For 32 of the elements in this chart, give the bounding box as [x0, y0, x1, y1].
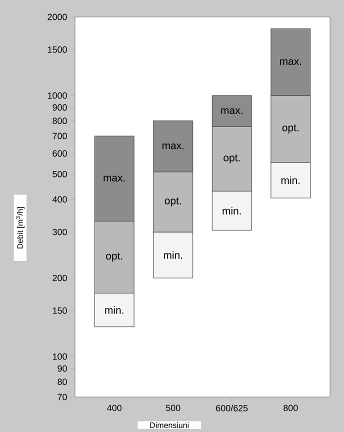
y-tick-label: 800	[52, 118, 67, 124]
text: opt.	[282, 124, 298, 134]
x-tick-label: 500	[166, 404, 180, 412]
y-tick-label: 100	[52, 353, 67, 360]
text: max.	[280, 59, 302, 65]
series-label: min.	[105, 306, 124, 314]
text: opt.	[164, 198, 181, 206]
text: min.	[222, 206, 241, 214]
y-tick-label: 700	[52, 132, 67, 140]
y-tick-label: 500	[52, 170, 67, 178]
y-tick-label: 1000	[48, 92, 67, 99]
series-label: opt.	[106, 252, 122, 262]
text: max.	[221, 108, 242, 114]
y-tick-label: 150	[52, 307, 67, 314]
text: min.	[164, 251, 182, 259]
x-tick-label: 600/625	[216, 404, 248, 412]
y-tick-label: 2000	[48, 14, 67, 20]
y-tick-label: 600	[52, 150, 67, 157]
y-tick-label: 1500	[48, 46, 67, 53]
x-tick-label: 800	[284, 404, 298, 412]
y-tick-label: 80	[58, 378, 67, 386]
x-tick-label: 400	[107, 404, 122, 412]
y-tick-label: 70	[58, 394, 67, 400]
y-tick-label: 300	[52, 228, 67, 236]
text: min.	[281, 176, 300, 184]
y-tick-label: 90	[58, 365, 67, 372]
series-label: max.	[104, 176, 125, 182]
y-tick-label: 900	[52, 104, 67, 111]
text: opt.	[224, 154, 240, 164]
text: max.	[162, 144, 184, 150]
y-tick-label: 200	[52, 274, 67, 282]
y-tick-label: 400	[52, 196, 67, 203]
